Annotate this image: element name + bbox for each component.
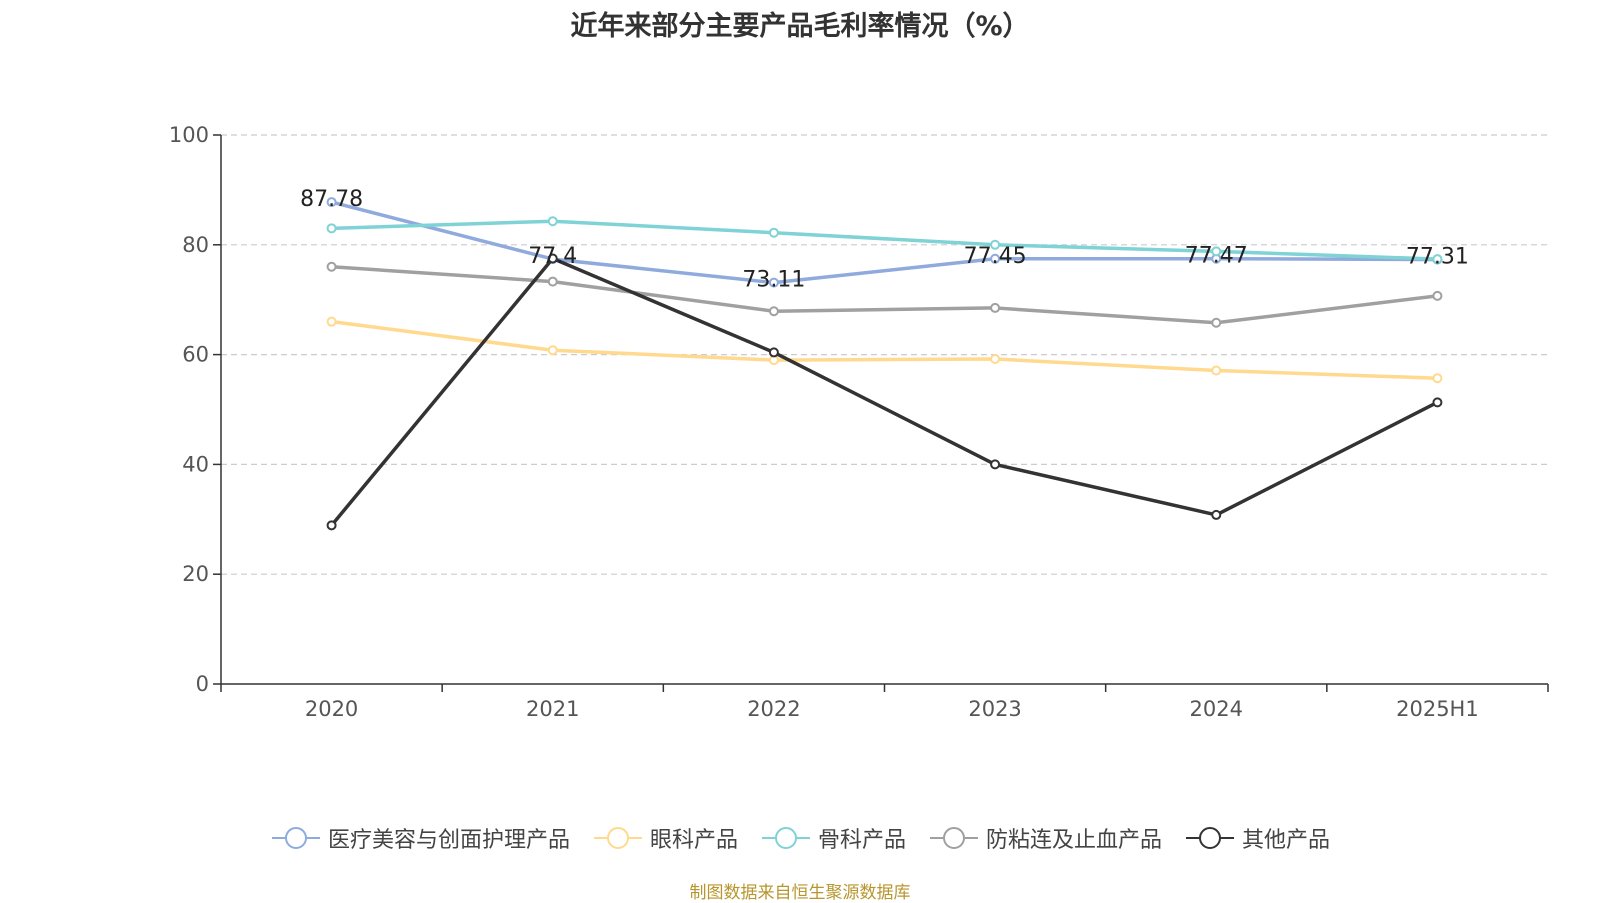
y-tick-label: 80 [182, 233, 209, 257]
series-point-1 [547, 345, 558, 356]
series-point-4 [768, 347, 779, 358]
series-line-4 [330, 256, 1439, 527]
axes: 0 20 40 60 80 100 2020 2021 2022 2023 2024 2025H1 [169, 123, 1549, 721]
data-label: 77.45 [964, 244, 1027, 269]
series-point-4 [990, 459, 1001, 470]
x-tick-label: 2020 [305, 697, 358, 721]
source-note: 制图数据来自恒生聚源数据库 [689, 883, 911, 903]
chart-title: 近年来部分主要产品毛利率情况（%） [570, 11, 1030, 42]
legend-label: 医疗美容与创面护理产品 [327, 828, 570, 853]
legend-item-3[interactable]: 防粘连及止血产品 [928, 822, 1162, 854]
legend-swatch-circle [774, 827, 797, 849]
legend-item-4[interactable]: 其他产品 [1184, 822, 1330, 854]
series-point-4 [1211, 509, 1222, 520]
series-point-1 [1432, 373, 1443, 384]
series-lines [326, 197, 1443, 531]
data-label: 77.4 [528, 244, 577, 269]
legend-swatch-icon [1186, 827, 1235, 849]
legend-swatch-icon [271, 827, 320, 849]
legend: 医疗美容与创面护理产品 眼科产品 骨科产品 防粘连及止血产品 其他产品 [0, 822, 1600, 854]
legend-label: 其他产品 [1242, 828, 1331, 853]
legend-swatch-icon [761, 827, 810, 849]
x-tick-label: 2024 [1190, 697, 1243, 721]
y-tick-label: 100 [169, 123, 209, 147]
legend-label: 眼科产品 [649, 828, 738, 853]
y-tick-label: 60 [182, 343, 209, 367]
legend-swatch-circle [943, 827, 965, 849]
legend-swatch-icon [593, 827, 642, 849]
series-point-2 [1432, 254, 1443, 265]
data-label: 73.11 [742, 268, 805, 293]
x-tick-label: 2025H1 [1396, 697, 1479, 721]
data-label: 87.78 [300, 187, 363, 212]
series-point-2 [768, 227, 779, 238]
series-point-2 [547, 216, 558, 227]
y-tick-label: 40 [182, 452, 209, 476]
data-labels: 87.78 77.4 73.11 77.45 77.47 77.31 [300, 187, 1469, 293]
y-tick-label: 20 [182, 562, 209, 586]
series-point-3 [1211, 317, 1222, 328]
legend-label: 防粘连及止血产品 [986, 828, 1163, 853]
series-line-1 [331, 319, 1438, 380]
series-point-2 [1211, 246, 1222, 257]
series-point-1 [990, 353, 1001, 364]
series-point-4 [326, 520, 337, 531]
legend-swatch-circle [284, 827, 307, 849]
x-tick-label: 2021 [526, 697, 579, 721]
grid-lines [221, 134, 1548, 575]
y-tick-label: 0 [196, 672, 209, 696]
series-point-2 [990, 239, 1001, 250]
series-point-3 [547, 276, 558, 287]
legend-item-0[interactable]: 医疗美容与创面护理产品 [270, 822, 570, 854]
series-line-2 [331, 219, 1438, 261]
series-line-0 [331, 200, 1438, 285]
legend-item-2[interactable]: 骨科产品 [760, 822, 906, 854]
series-point-3 [1432, 290, 1443, 301]
series-point-4 [547, 253, 558, 264]
x-tick-label: 2023 [968, 697, 1021, 721]
legend-swatch-circle [1199, 827, 1222, 849]
legend-swatch-circle [606, 827, 629, 849]
series-point-1 [1211, 365, 1222, 376]
series-point-2 [326, 223, 337, 234]
x-tick-label: 2022 [747, 697, 800, 721]
series-point-1 [326, 316, 337, 327]
series-point-0 [326, 197, 337, 208]
series-point-3 [326, 261, 337, 272]
data-label: 77.31 [1406, 245, 1469, 270]
legend-item-1[interactable]: 眼科产品 [592, 822, 738, 854]
legend-swatch-icon [930, 827, 978, 849]
legend-label: 骨科产品 [817, 828, 906, 853]
series-point-4 [1432, 397, 1443, 408]
series-point-3 [990, 302, 1001, 313]
series-point-0 [990, 253, 1001, 264]
series-line-3 [331, 265, 1438, 325]
series-point-3 [768, 306, 779, 317]
data-label: 77.47 [1185, 244, 1248, 269]
series-point-0 [768, 277, 779, 288]
